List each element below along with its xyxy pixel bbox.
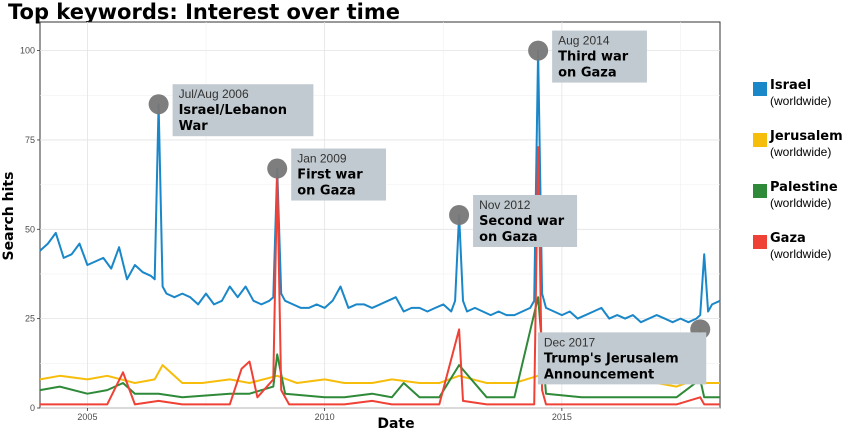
annotation-label: Third war bbox=[558, 50, 629, 65]
annotation-label: Trump's Jerusalem bbox=[544, 351, 679, 366]
legend-sublabel: (worldwide) bbox=[770, 145, 831, 159]
annotation-marker bbox=[267, 158, 288, 179]
annotation-label: First war bbox=[297, 168, 363, 183]
x-tick-label: 2015 bbox=[552, 412, 572, 422]
y-tick-label: 50 bbox=[25, 224, 35, 234]
series-line-palestine bbox=[39, 296, 720, 399]
annotation-date: Jul/Aug 2006 bbox=[179, 87, 249, 101]
legend-swatch bbox=[753, 184, 767, 198]
y-tick-label: 25 bbox=[25, 314, 35, 324]
annotation-box bbox=[291, 148, 387, 201]
annotation-box bbox=[172, 84, 314, 137]
annotation-label: on Gaza bbox=[479, 230, 538, 245]
legend: Israel(worldwide)Jerusalem(worldwide)Pal… bbox=[753, 78, 843, 261]
annotation-label: Second war bbox=[479, 214, 565, 229]
legend-sublabel: (worldwide) bbox=[770, 247, 831, 261]
annotation-date: Aug 2014 bbox=[558, 34, 610, 48]
annotation-box bbox=[552, 30, 647, 83]
annotation-date: Jan 2009 bbox=[297, 152, 347, 166]
x-tick-label: 2010 bbox=[315, 412, 335, 422]
annotation-marker bbox=[148, 94, 169, 115]
legend-swatch bbox=[753, 133, 767, 147]
y-tick-label: 100 bbox=[20, 46, 35, 56]
x-axis-title: Date bbox=[377, 416, 414, 429]
y-tick-label: 75 bbox=[25, 135, 35, 145]
legend-label: Palestine bbox=[770, 180, 838, 195]
annotation-marker bbox=[449, 205, 470, 225]
annotation-box bbox=[473, 195, 578, 247]
legend-sublabel: (worldwide) bbox=[770, 196, 831, 210]
x-tick-label: 2005 bbox=[77, 412, 97, 422]
annotation-label: on Gaza bbox=[297, 184, 356, 199]
chart-title: Top keywords: Interest over time bbox=[8, 0, 400, 24]
annotation-label: Announcement bbox=[544, 367, 654, 382]
y-axis-ticks: 0 25 50 75 100 bbox=[20, 46, 40, 413]
legend-label: Gaza bbox=[770, 231, 806, 246]
annotation-label: on Gaza bbox=[558, 66, 617, 81]
series-line-gaza bbox=[40, 146, 720, 406]
annotation-marker bbox=[528, 40, 549, 61]
annotation-date: Dec 2017 bbox=[544, 335, 596, 349]
y-axis-title: Search hits bbox=[1, 172, 17, 261]
annotation-label: Israel/Lebanon bbox=[179, 103, 287, 118]
x-axis-ticks: 2005 2010 2015 bbox=[77, 408, 572, 422]
legend-swatch bbox=[753, 82, 767, 96]
legend-sublabel: (worldwide) bbox=[770, 94, 831, 108]
legend-label: Jerusalem bbox=[769, 129, 843, 144]
legend-swatch bbox=[753, 235, 767, 249]
annotation-label: War bbox=[179, 119, 209, 134]
annotation-date: Nov 2012 bbox=[479, 198, 531, 212]
y-tick-label: 0 bbox=[30, 403, 35, 413]
legend-label: Israel bbox=[770, 78, 811, 93]
annotation-box bbox=[537, 332, 707, 385]
